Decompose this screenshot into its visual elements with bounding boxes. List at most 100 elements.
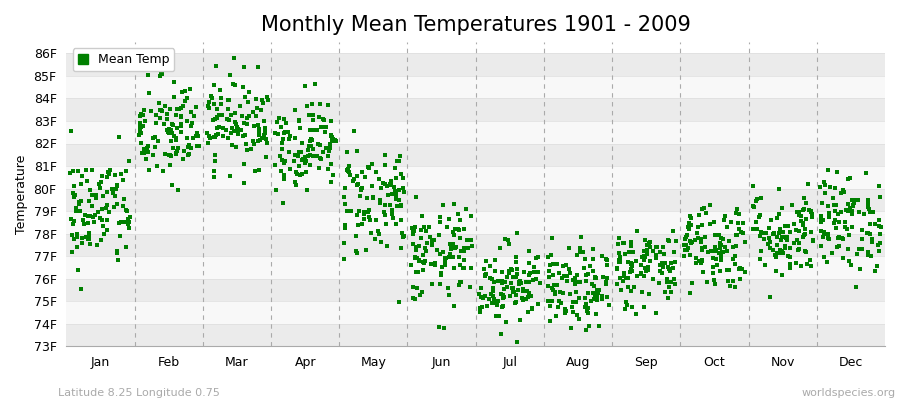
Point — [817, 182, 832, 188]
Point — [480, 303, 494, 309]
Point — [174, 121, 188, 127]
Point — [654, 270, 669, 276]
Point — [76, 216, 90, 223]
Point — [337, 194, 351, 200]
Point — [404, 262, 419, 268]
Point — [393, 170, 408, 177]
Point — [269, 119, 284, 126]
Point — [407, 228, 421, 235]
Point — [590, 297, 605, 303]
Point — [624, 266, 638, 272]
Point — [183, 86, 197, 92]
Point — [706, 254, 720, 261]
Point — [513, 278, 527, 284]
Point — [176, 156, 191, 162]
Point — [714, 251, 728, 257]
Point — [653, 262, 668, 268]
Point — [144, 108, 158, 114]
Point — [714, 235, 728, 242]
Point — [585, 246, 599, 252]
Point — [592, 322, 607, 329]
Point — [390, 203, 404, 210]
Point — [796, 222, 810, 228]
Point — [342, 168, 356, 175]
Point — [420, 240, 435, 246]
Point — [780, 234, 795, 240]
Point — [655, 261, 670, 268]
Point — [168, 137, 183, 143]
Point — [80, 177, 94, 184]
Point — [320, 102, 335, 108]
Point — [712, 232, 726, 238]
Point — [122, 219, 137, 225]
Point — [710, 262, 724, 268]
Point — [620, 301, 634, 308]
Point — [763, 239, 778, 245]
Point — [691, 258, 706, 264]
Point — [187, 112, 202, 119]
Point — [208, 158, 222, 164]
Point — [94, 179, 108, 186]
Point — [85, 203, 99, 209]
Point — [454, 279, 468, 286]
Point — [414, 235, 428, 241]
Point — [325, 133, 339, 140]
Point — [460, 237, 474, 243]
Point — [251, 132, 266, 138]
Point — [406, 294, 420, 301]
Point — [302, 112, 317, 118]
Point — [357, 208, 372, 215]
Point — [521, 272, 535, 278]
Point — [614, 287, 628, 293]
Point — [778, 245, 792, 252]
Point — [224, 130, 238, 136]
Point — [260, 140, 274, 146]
Point — [589, 311, 603, 318]
Point — [311, 114, 326, 120]
Point — [178, 98, 193, 104]
Point — [706, 270, 721, 276]
Point — [64, 128, 78, 134]
Point — [816, 217, 831, 224]
Point — [274, 124, 289, 130]
Point — [544, 235, 559, 241]
Point — [206, 168, 220, 174]
Point — [732, 226, 746, 232]
Point — [312, 154, 327, 161]
Point — [101, 169, 115, 176]
Point — [787, 239, 801, 246]
Point — [350, 250, 365, 256]
Point — [395, 230, 410, 236]
Point — [209, 63, 223, 69]
Point — [289, 182, 303, 188]
Point — [320, 124, 334, 131]
Point — [338, 222, 352, 228]
Point — [573, 279, 588, 285]
Point — [392, 158, 407, 164]
Point — [389, 192, 403, 198]
Point — [622, 249, 636, 255]
Point — [416, 259, 430, 266]
Point — [522, 279, 536, 285]
Point — [845, 203, 859, 209]
Point — [582, 322, 597, 329]
Point — [485, 300, 500, 306]
Point — [109, 248, 123, 254]
Point — [409, 268, 423, 275]
Point — [268, 162, 283, 168]
Point — [113, 170, 128, 177]
Point — [158, 103, 172, 110]
Point — [499, 319, 513, 325]
Point — [140, 148, 155, 155]
Point — [448, 245, 463, 251]
Point — [325, 138, 339, 144]
Point — [560, 278, 574, 284]
Point — [769, 254, 783, 260]
Point — [415, 212, 429, 219]
Point — [500, 284, 514, 290]
Point — [250, 122, 265, 128]
Bar — [67, 76, 885, 98]
Point — [730, 205, 744, 212]
Point — [74, 286, 88, 292]
Point — [428, 262, 442, 268]
